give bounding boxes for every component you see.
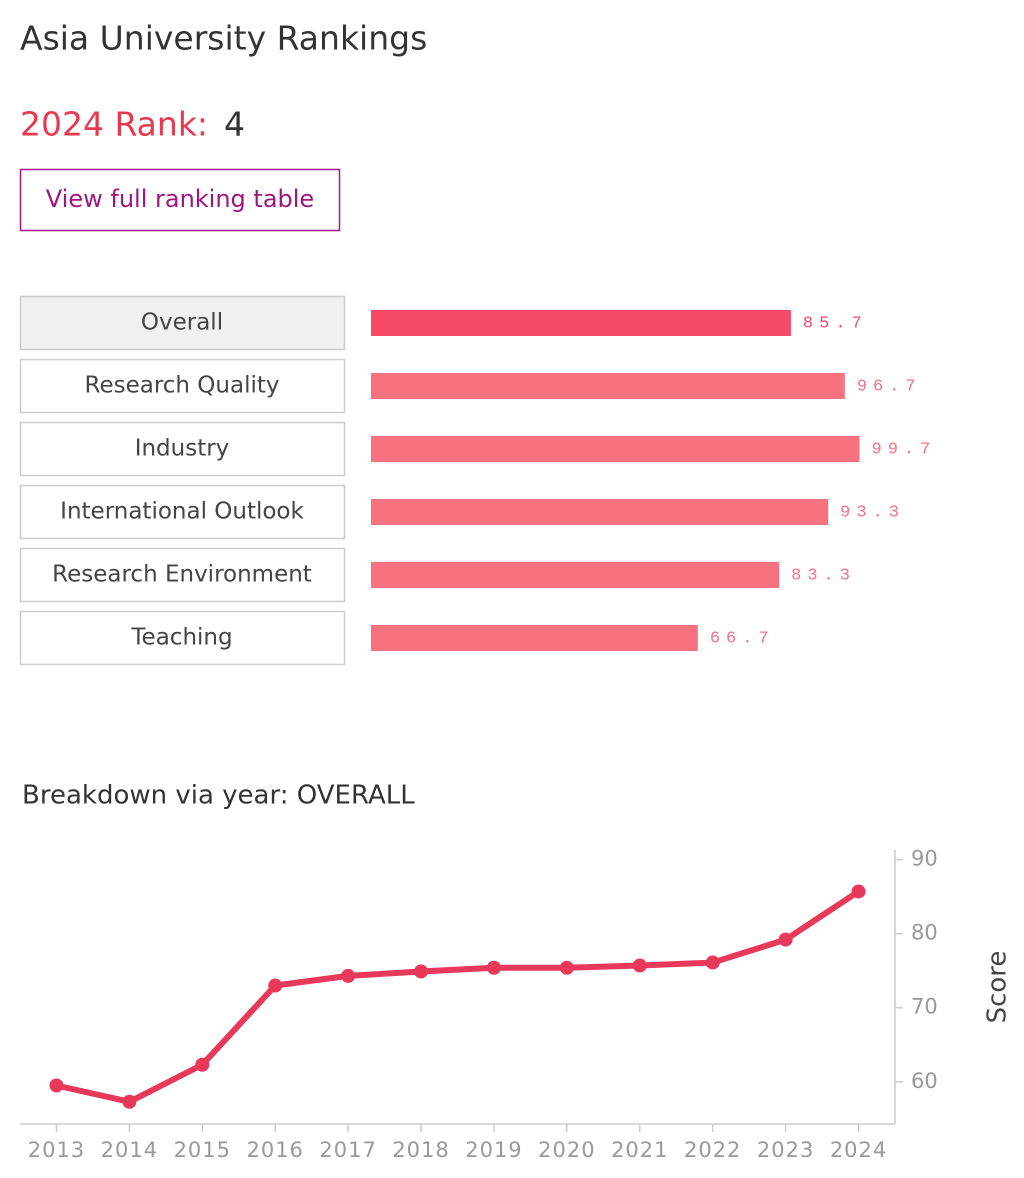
category-button[interactable] (19, 421, 346, 477)
point (341, 968, 356, 983)
x-tick-label: 2024 (830, 1138, 887, 1162)
point (268, 978, 283, 993)
point (632, 958, 647, 973)
x-tick-label: 2018 (392, 1138, 449, 1162)
x-tick-label: 2013 (28, 1138, 85, 1162)
category-button[interactable] (19, 610, 346, 666)
bar (371, 499, 829, 525)
category-button[interactable] (19, 484, 346, 540)
point (778, 932, 793, 947)
category-label[interactable]: Research Environment (52, 562, 312, 588)
category-label[interactable]: Overall (141, 310, 223, 336)
value-label: 93.3 (840, 503, 905, 522)
value-label: 99.7 (872, 440, 937, 459)
page-title: Asia University Rankings (20, 19, 427, 58)
value-label: 85.7 (803, 314, 868, 333)
y-tick-label: 80 (911, 921, 938, 945)
y-axis-label: Score (983, 951, 1013, 1024)
y-tick-label: 70 (911, 995, 938, 1019)
bar (371, 436, 860, 462)
category-button[interactable] (19, 358, 346, 414)
point (851, 884, 866, 899)
point (49, 1078, 64, 1093)
x-tick-label: 2015 (174, 1138, 231, 1162)
line (55, 888, 861, 1105)
category-label[interactable]: Research Quality (85, 373, 280, 399)
x-tick-label: 2020 (538, 1138, 595, 1162)
value-label: 83.3 (791, 566, 856, 585)
point (414, 964, 429, 979)
x-tick-label: 2016 (246, 1138, 303, 1162)
x-tick-label: 2022 (684, 1138, 741, 1162)
point (705, 955, 720, 970)
y-tick-label: 60 (911, 1069, 938, 1093)
category-button[interactable] (19, 547, 346, 603)
rank-value: 4 (224, 105, 245, 144)
category-label[interactable]: Teaching (130, 625, 232, 651)
point (559, 960, 574, 975)
x-tick-label: 2023 (757, 1138, 814, 1162)
rank-label: 2024 Rank: (20, 105, 208, 144)
bar (371, 625, 698, 651)
x-tick-label: 2019 (465, 1138, 522, 1162)
x-tick-label: 2017 (319, 1138, 376, 1162)
y-tick-label: 90 (911, 847, 938, 871)
point (486, 960, 501, 975)
value-label: 66.7 (710, 629, 775, 648)
bar (371, 310, 791, 336)
category-label[interactable]: International Outlook (60, 499, 304, 525)
ranking-button[interactable] (19, 168, 341, 232)
value-label: 96.7 (857, 377, 922, 396)
bar (371, 562, 780, 588)
point (122, 1094, 137, 1109)
bar (371, 373, 845, 399)
ranking-button-label[interactable]: View full ranking table (46, 185, 314, 213)
x-tick-label: 2021 (611, 1138, 668, 1162)
line-chart-title: Breakdown via year: OVERALL (22, 781, 415, 811)
category-button[interactable] (19, 295, 346, 351)
x-tick-label: 2014 (101, 1138, 158, 1162)
category-label[interactable]: Industry (135, 436, 230, 462)
point (195, 1057, 210, 1072)
